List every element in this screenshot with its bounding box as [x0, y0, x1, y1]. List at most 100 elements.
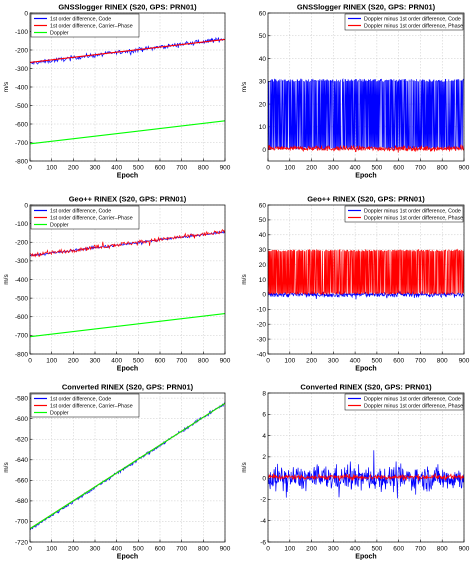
- y-tick-label: 60: [259, 10, 267, 17]
- x-tick-label: 0: [28, 165, 32, 172]
- plot-area: [30, 393, 225, 542]
- x-tick-label: 700: [176, 546, 187, 553]
- y-tick-label: -680: [15, 498, 28, 505]
- y-tick-label: -40: [257, 351, 267, 358]
- x-tick-label: 800: [437, 358, 448, 365]
- x-tick-label: 900: [459, 358, 470, 365]
- x-axis-label: Epoch: [355, 173, 376, 180]
- chart-panel-2: 0 100 200 300 400 500 600 700 800 900605040302010…: [241, 3, 470, 180]
- x-tick-label: 500: [371, 546, 382, 553]
- x-axis-label: Epoch: [355, 366, 376, 373]
- y-tick-label: 6: [262, 412, 266, 419]
- legend-entry: 1st order difference, Carrier–Phase: [50, 404, 133, 410]
- series-group: [30, 228, 225, 338]
- y-tick-label: -400: [15, 84, 28, 91]
- y-tick-label: -600: [15, 121, 28, 128]
- x-tick-label: 200: [68, 358, 79, 365]
- legend-entry: 1st order difference, Carrier–Phase: [50, 24, 133, 30]
- y-tick-label: -700: [15, 519, 28, 526]
- y-tick-label: 50: [259, 217, 267, 224]
- y-tick-label: -300: [15, 258, 28, 265]
- x-tick-label: 200: [306, 358, 317, 365]
- x-tick-label: 0: [28, 358, 32, 365]
- legend-box: [344, 13, 464, 31]
- x-axis-label: Epoch: [117, 173, 138, 180]
- legend-entry: Doppler: [50, 31, 69, 37]
- legend-entry: Doppler minus 1st order difference, Code: [364, 209, 461, 215]
- legend-entry: 1st order difference, Code: [50, 209, 111, 215]
- y-tick-label: -640: [15, 457, 28, 464]
- x-tick-label: 300: [90, 165, 101, 172]
- legend-box: [30, 205, 140, 230]
- y-tick-label: -700: [15, 333, 28, 340]
- legend-entry: Doppler minus 1st order difference, Code: [364, 17, 461, 23]
- x-tick-label: 0: [266, 546, 270, 553]
- x-tick-label: 800: [437, 165, 448, 172]
- y-tick-label: -100: [15, 221, 28, 228]
- x-tick-label: 400: [111, 358, 122, 365]
- x-tick-label: 500: [133, 358, 144, 365]
- x-tick-label: 900: [220, 358, 231, 365]
- y-tick-label: 0: [262, 475, 266, 482]
- legend: Doppler minus 1st order difference, Code…: [344, 13, 464, 31]
- legend-box: [344, 205, 464, 223]
- legend-box: [30, 393, 140, 418]
- x-tick-label: 300: [328, 358, 339, 365]
- series-group: [268, 450, 464, 499]
- y-tick-label: 20: [259, 262, 267, 269]
- series-line-2: [268, 248, 464, 296]
- y-tick-label: -500: [15, 295, 28, 302]
- x-tick-label: 300: [328, 165, 339, 172]
- y-tick-label: -580: [15, 395, 28, 402]
- x-tick-label: 400: [111, 546, 122, 553]
- legend-entry: Doppler minus 1st order difference, Phas…: [364, 216, 463, 222]
- series-line-2: [30, 228, 225, 258]
- y-tick-label: -800: [15, 158, 28, 165]
- x-tick-label: 600: [393, 358, 404, 365]
- x-tick-label: 700: [415, 165, 426, 172]
- y-tick-label: -800: [15, 351, 28, 358]
- x-tick-label: 100: [46, 546, 57, 553]
- x-tick-label: 500: [371, 358, 382, 365]
- y-tick-label: -500: [15, 103, 28, 110]
- series-line-3: [30, 120, 225, 145]
- legend: Doppler minus 1st order difference, Code…: [344, 205, 464, 223]
- legend-entry: Doppler minus 1st order difference, Phas…: [364, 24, 463, 30]
- x-tick-label: 200: [306, 546, 317, 553]
- series-line-1: [30, 401, 225, 531]
- legend-box: [344, 393, 464, 411]
- x-tick-label: 700: [176, 358, 187, 365]
- x-tick-label: 600: [393, 165, 404, 172]
- axes-frame: [29, 392, 226, 543]
- axes-frame: [267, 392, 465, 543]
- x-tick-label: 400: [111, 165, 122, 172]
- series-line-2: [30, 38, 225, 63]
- legend-entry: Doppler minus 1st order difference, Phas…: [364, 404, 463, 410]
- x-axis-label: Epoch: [117, 366, 138, 373]
- chart-panel-1: 0 100 200 300 400 500 600 700 800 900 0 -100 -200 -30…: [3, 3, 231, 180]
- y-axis-label: m/s: [3, 462, 10, 473]
- y-tick-label: 20: [259, 101, 267, 108]
- x-tick-label: 400: [350, 358, 361, 365]
- legend: Doppler minus 1st order difference, Code…: [344, 393, 464, 411]
- y-tick-label: 60: [259, 202, 267, 209]
- y-tick-label: 4: [262, 433, 266, 440]
- y-axis-label: m/s: [241, 81, 248, 92]
- y-tick-label: -10: [257, 307, 267, 314]
- x-tick-label: 700: [415, 546, 426, 553]
- legend-entry: 1st order difference, Code: [50, 17, 111, 23]
- x-tick-label: 500: [133, 546, 144, 553]
- y-tick-label: 10: [259, 124, 267, 131]
- x-tick-label: 200: [306, 165, 317, 172]
- x-tick-label: 100: [46, 358, 57, 365]
- y-tick-label: 8: [262, 390, 266, 397]
- chart-panel-4: 0 100 200 300 400 500 600 700 800 900605040302010…: [241, 195, 470, 373]
- y-tick-label: -20: [257, 322, 267, 329]
- series-group: [268, 248, 464, 300]
- x-tick-label: 700: [415, 358, 426, 365]
- series-line-2: [268, 144, 464, 153]
- x-tick-label: 800: [437, 546, 448, 553]
- x-tick-label: 700: [176, 165, 187, 172]
